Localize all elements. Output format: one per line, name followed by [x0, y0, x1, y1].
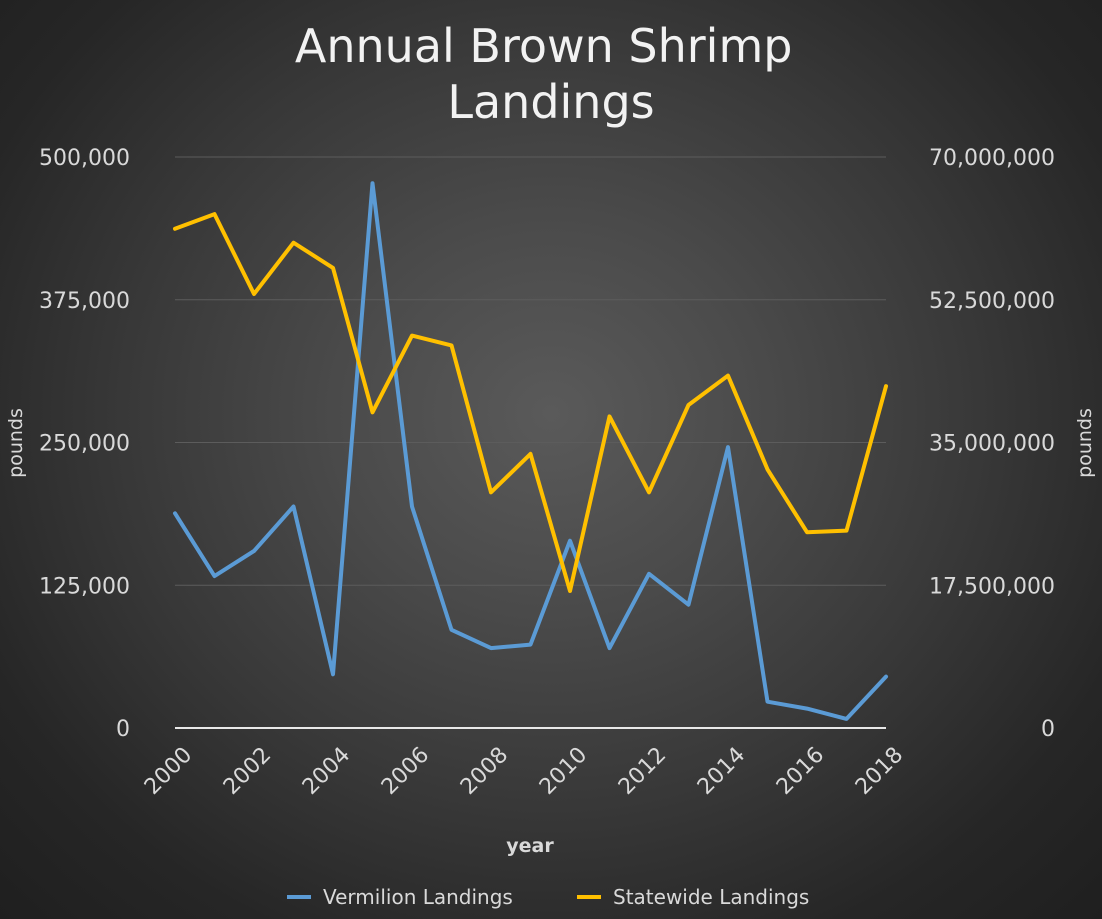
x-tick-label: 2012 — [614, 743, 671, 800]
y-left-tick-label: 250,000 — [39, 432, 130, 457]
y-right-tick-label: 0 — [1041, 717, 1055, 742]
series-line-statewide-landings — [173, 212, 888, 593]
y-left-tick-label: 0 — [116, 717, 130, 742]
x-tick-label: 2016 — [772, 743, 829, 800]
y-left-tick-label: 375,000 — [39, 289, 130, 314]
chart-title-line-2: Landings — [447, 75, 654, 129]
chart-title: Annual Brown Shrimp Landings — [295, 19, 807, 129]
x-tick-label: 2010 — [535, 743, 592, 800]
x-tick-label: 2008 — [456, 743, 513, 800]
y-left-tick-label: 500,000 — [39, 146, 130, 171]
y-right-tick-label: 35,000,000 — [929, 432, 1055, 457]
x-tick-label: 2018 — [851, 743, 908, 800]
legend: Vermilion Landings Statewide Landings — [287, 885, 809, 909]
y-left-tick-label: 125,000 — [39, 574, 130, 599]
x-axis: 2000 2002 2004 2006 2008 2010 2012 2014 2016 2018 — [140, 743, 908, 800]
legend-label: Vermilion Landings — [323, 885, 513, 909]
series-line-vermilion-landings — [173, 181, 888, 721]
y-right-tick-label: 70,000,000 — [929, 146, 1055, 171]
y-axis-right-title: pounds — [1074, 408, 1096, 478]
y-right-tick-label: 17,500,000 — [929, 574, 1055, 599]
series-lines — [173, 181, 888, 721]
y-axis-right: 0 17,500,000 35,000,000 52,500,000 70,000,00… — [929, 146, 1055, 742]
y-axis-left: 0 125,000 250,000 375,000 500,000 — [39, 146, 130, 742]
x-tick-label: 2000 — [140, 743, 197, 800]
gridlines — [175, 156, 886, 729]
x-tick-label: 2002 — [219, 743, 276, 800]
x-tick-label: 2006 — [377, 743, 434, 800]
y-right-tick-label: 52,500,000 — [929, 289, 1055, 314]
x-tick-label: 2014 — [693, 743, 750, 800]
chart-title-line-1: Annual Brown Shrimp — [295, 19, 793, 73]
x-axis-title: year — [506, 835, 554, 857]
legend-label: Statewide Landings — [613, 885, 809, 909]
y-axis-left-title: pounds — [5, 408, 27, 478]
x-tick-label: 2004 — [298, 743, 355, 800]
